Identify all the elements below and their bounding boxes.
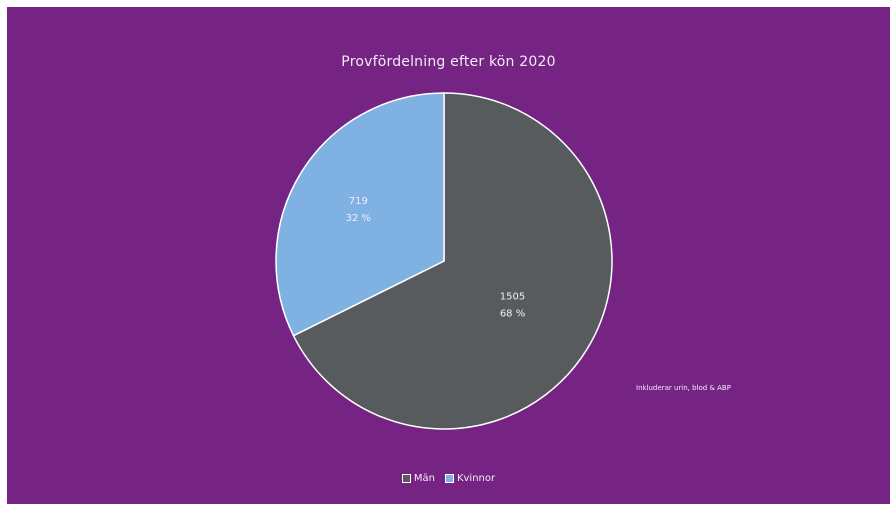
data-label-percent-kvinnor: 32 % xyxy=(346,213,371,224)
data-label-percent-man: 68 % xyxy=(500,309,525,320)
chart-annotation: Inkluderar urin, blod & ABP xyxy=(636,384,731,392)
legend-item-man: Män xyxy=(401,473,435,484)
legend-item-kvinnor: Kvinnor xyxy=(444,473,496,484)
legend-label-man: Män xyxy=(413,473,435,484)
legend-label-kvinnor: Kvinnor xyxy=(456,473,496,484)
pie-chart: 1505 68 % 719 32 % xyxy=(275,92,613,430)
pie-slice-man xyxy=(292,92,613,430)
legend: Män Kvinnor xyxy=(7,473,890,484)
chart-title: Provfördelning efter kön 2020 xyxy=(341,54,556,70)
chart-frame: Provfördelning efter kön 2020 1505 68 % 71… xyxy=(7,7,890,504)
legend-swatch-kvinnor xyxy=(444,474,454,483)
data-label-value-man: 1505 xyxy=(500,292,525,303)
pie-slice-kvinnor xyxy=(275,92,445,337)
data-label-value-kvinnor: 719 xyxy=(349,196,368,207)
legend-swatch-man xyxy=(401,474,411,483)
